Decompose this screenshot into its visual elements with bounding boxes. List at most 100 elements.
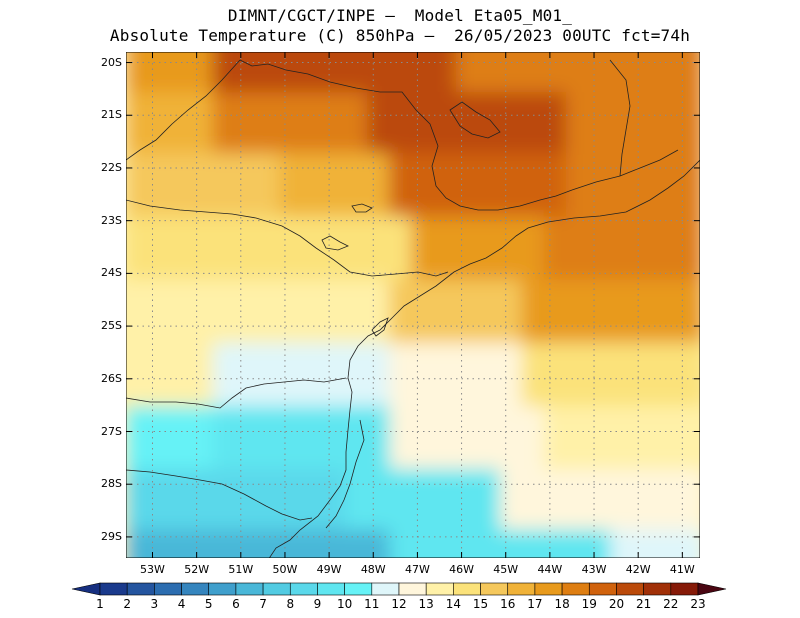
- field-cell: [212, 330, 402, 406]
- reservoir-1: [449, 101, 501, 139]
- latitude-label: 25S: [101, 319, 122, 333]
- colorbar-swatch: [289, 582, 318, 596]
- longitude-label: 52W: [184, 563, 210, 576]
- field-cell: [126, 140, 291, 217]
- colorbar-swatch: [588, 582, 617, 596]
- field-cell: [278, 140, 402, 217]
- coastline-and-borders: [126, 59, 700, 558]
- field-cell: [126, 330, 225, 406]
- field-cell: [455, 52, 700, 93]
- colorbar-swatch: [99, 582, 128, 596]
- state-border-mg-es: [609, 59, 631, 177]
- state-border-ms-sp: [126, 59, 241, 161]
- latitude-label: 21S: [101, 108, 122, 122]
- field-cell: [543, 204, 700, 280]
- colorbar-swatch: [507, 582, 536, 596]
- colorbar-label: 8: [286, 597, 295, 611]
- colorbar-swatch: [181, 582, 210, 596]
- state-border-mg-rj: [571, 149, 679, 191]
- longitude-label: 41W: [669, 563, 695, 576]
- colorbar-label: 10: [336, 597, 353, 611]
- latitude-label: 26S: [101, 371, 122, 385]
- colorbar-over-arrow: [697, 582, 727, 596]
- colorbar-label: 19: [581, 597, 597, 611]
- latitude-label: 28S: [101, 477, 122, 491]
- colorbar-label: 14: [445, 597, 461, 611]
- map-title-line-1: DIMNT/CGCT/INPE – Model Eta05_M01_: [227, 6, 573, 25]
- longitude-label: 42W: [625, 563, 651, 576]
- island-sao-francisco: [371, 317, 389, 337]
- colorbar-swatch: [208, 582, 237, 596]
- colorbar-label: 15: [472, 597, 489, 611]
- colorbar-label: 3: [150, 597, 159, 611]
- colorbar-label: 5: [204, 597, 213, 611]
- colorbar-swatch: [453, 582, 481, 596]
- colorbar-swatch: [643, 582, 672, 596]
- colorbar-label: 17: [527, 597, 543, 611]
- colorbar-label: 9: [313, 597, 322, 611]
- colorbar-swatch: [154, 582, 182, 596]
- field-cell: [126, 267, 402, 343]
- longitude-label: 47W: [404, 563, 430, 576]
- longitude-label: 44W: [537, 563, 563, 576]
- colorbar-swatch: [534, 582, 563, 596]
- state-border-sp-mg: [239, 59, 573, 211]
- latitude-label: 24S: [101, 266, 122, 280]
- longitude-label: 45W: [493, 563, 519, 576]
- colorbar-swatch: [344, 582, 373, 596]
- field-cell: [278, 204, 424, 280]
- colorbar-swatch: [561, 582, 590, 596]
- colorbar-label: 12: [391, 597, 407, 611]
- temperature-field: [126, 52, 700, 558]
- state-border-pr-sp: [126, 199, 449, 277]
- latitude-label: 20S: [101, 55, 122, 69]
- longitude-label: 53W: [140, 563, 165, 576]
- colorbar-label: 7: [259, 597, 267, 611]
- longitude-label: 43W: [581, 563, 607, 576]
- field-cell: [521, 267, 700, 343]
- field-cell: [521, 330, 700, 406]
- field-cell: [126, 457, 358, 530]
- axis-ticks: [126, 52, 700, 558]
- field-cell: [411, 204, 556, 280]
- field-cell: [212, 52, 468, 93]
- longitude-label: 46W: [449, 563, 474, 576]
- map-title-line-2: Absolute Temperature (C) 850hPa – 26/05/…: [109, 26, 691, 45]
- colorbar-label: 6: [232, 597, 240, 611]
- field-cell: [565, 140, 700, 217]
- state-border-rs-sc: [126, 469, 313, 521]
- colorbar-label: 13: [418, 597, 434, 611]
- field-cell: [389, 140, 578, 217]
- colorbar-swatch: [480, 582, 509, 596]
- reservoir-3: [351, 203, 373, 213]
- colorbar-swatch: [262, 582, 291, 596]
- colorbar-label: 18: [554, 597, 570, 611]
- lat-lon-gridlines: [126, 52, 700, 558]
- longitude-label: 49W: [316, 563, 342, 576]
- colorbar-label: 16: [500, 597, 516, 611]
- latitude-label: 23S: [101, 213, 122, 227]
- colorbar-swatch: [235, 582, 264, 596]
- colorbar-label: 23: [690, 597, 706, 611]
- colorbar-label: 4: [177, 597, 186, 611]
- longitude-label: 51W: [228, 563, 254, 576]
- longitude-label: 50W: [272, 563, 298, 576]
- inland-lagoon: [325, 419, 365, 529]
- colorbar-label: 21: [635, 597, 652, 611]
- colorbar-swatch: [317, 582, 345, 596]
- colorbar-swatch: [371, 582, 400, 596]
- colorbar-label: 22: [663, 597, 679, 611]
- coastline: [268, 159, 700, 558]
- field-cell: [499, 457, 700, 530]
- field-cell: [126, 393, 225, 470]
- colorbar-label: 11: [364, 597, 380, 611]
- field-cell: [565, 80, 700, 153]
- colorbar-swatch: [670, 582, 699, 596]
- field-cell: [126, 80, 225, 153]
- latitude-label: 22S: [101, 160, 122, 174]
- field-cell: [126, 204, 291, 280]
- colorbar-label: 20: [608, 597, 625, 611]
- colorbar-swatch: [425, 582, 454, 596]
- colorbar-swatch: [126, 582, 155, 596]
